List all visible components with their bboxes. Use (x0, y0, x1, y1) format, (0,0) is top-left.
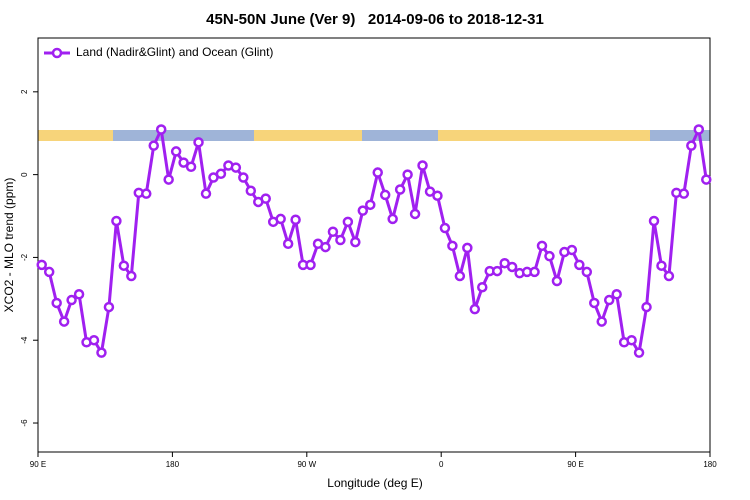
data-point (589, 297, 600, 309)
data-point (185, 161, 197, 173)
data-point (170, 146, 182, 157)
data-point (155, 124, 167, 135)
data-point (454, 270, 466, 282)
x-tick-label: 180 (166, 460, 180, 469)
data-point (536, 240, 548, 252)
chart-title: 45N-50N June (Ver 9) 2014-09-06 to 2018-… (206, 11, 544, 28)
land-ocean-strip (38, 130, 710, 141)
data-point (357, 205, 369, 216)
legend-label: Land (Nadir&Glint) and Ocean (Glint) (76, 45, 273, 59)
data-point (596, 316, 607, 327)
data-point (365, 199, 376, 211)
x-tick-label: 0 (439, 460, 444, 469)
ocean-band (362, 130, 438, 141)
x-tick-label: 90 E (567, 460, 583, 469)
ocean-band (650, 130, 710, 141)
data-point (118, 260, 130, 271)
data-point (73, 289, 85, 300)
data-point (686, 140, 697, 151)
data-point (379, 189, 391, 201)
data-point (648, 215, 660, 227)
data-point (641, 301, 652, 313)
data-point (260, 193, 271, 204)
data-point (290, 214, 301, 225)
y-tick-label: -2 (20, 253, 29, 261)
data-point (126, 270, 137, 282)
data-point (305, 259, 316, 271)
data-point (96, 347, 107, 358)
data-point (402, 169, 413, 180)
data-point (51, 297, 62, 309)
data-point (372, 167, 383, 178)
data-point (103, 301, 115, 313)
y-axis-label: XCO2 - MLO trend (ppm) (2, 178, 16, 313)
data-point (238, 172, 249, 183)
data-point (439, 222, 451, 234)
data-point (491, 265, 503, 277)
data-point (88, 334, 100, 346)
data-point (477, 281, 488, 293)
data-point (282, 238, 294, 250)
y-tick-label: -4 (20, 336, 29, 344)
data-point (141, 188, 152, 199)
data-point (350, 236, 361, 248)
data-point (36, 259, 47, 271)
data-point (551, 275, 563, 287)
data-point (200, 188, 212, 199)
y-tick-label: -6 (20, 419, 29, 427)
data-point (633, 347, 645, 358)
data-point (611, 289, 622, 300)
data-point (462, 242, 473, 254)
data-point (245, 185, 257, 197)
data-point (193, 137, 204, 148)
data-point (506, 261, 518, 273)
data-point (701, 174, 712, 185)
data-point (148, 140, 159, 151)
legend-marker (51, 47, 63, 59)
data-point (215, 168, 227, 180)
data-point (581, 266, 593, 278)
data-point (574, 259, 585, 271)
x-tick-label: 180 (703, 460, 717, 469)
y-tick-label: 0 (20, 172, 29, 177)
data-point (335, 234, 346, 246)
data-point (626, 334, 637, 346)
data-point (417, 160, 428, 171)
data-point (163, 174, 174, 185)
data-point (275, 213, 286, 225)
data-point (387, 213, 398, 225)
data-point (320, 241, 331, 253)
data-point (678, 188, 690, 199)
data-point (529, 266, 540, 278)
data-point (663, 270, 675, 282)
data-point (432, 190, 443, 201)
data-point (111, 215, 122, 227)
data-point (447, 240, 458, 252)
data-point (693, 124, 705, 135)
data-point (656, 260, 667, 271)
data-point (409, 208, 421, 220)
x-tick-label: 90 W (297, 460, 316, 469)
data-point (544, 250, 555, 262)
data-point (178, 157, 189, 168)
x-axis-label: Longitude (deg E) (327, 476, 422, 490)
data-point (424, 186, 436, 197)
data-point (469, 303, 481, 315)
data-point (230, 162, 242, 173)
data-point (342, 216, 354, 228)
data-point (394, 184, 406, 195)
y-tick-label: 2 (20, 89, 29, 94)
plot-frame (37, 37, 711, 453)
data-point (43, 266, 55, 278)
data-point (327, 226, 339, 238)
x-tick-label: 90 E (30, 460, 46, 469)
data-point (66, 294, 77, 306)
data-point (58, 316, 70, 327)
ocean-band (113, 130, 254, 141)
data-point (603, 294, 615, 306)
data-point (566, 244, 578, 256)
